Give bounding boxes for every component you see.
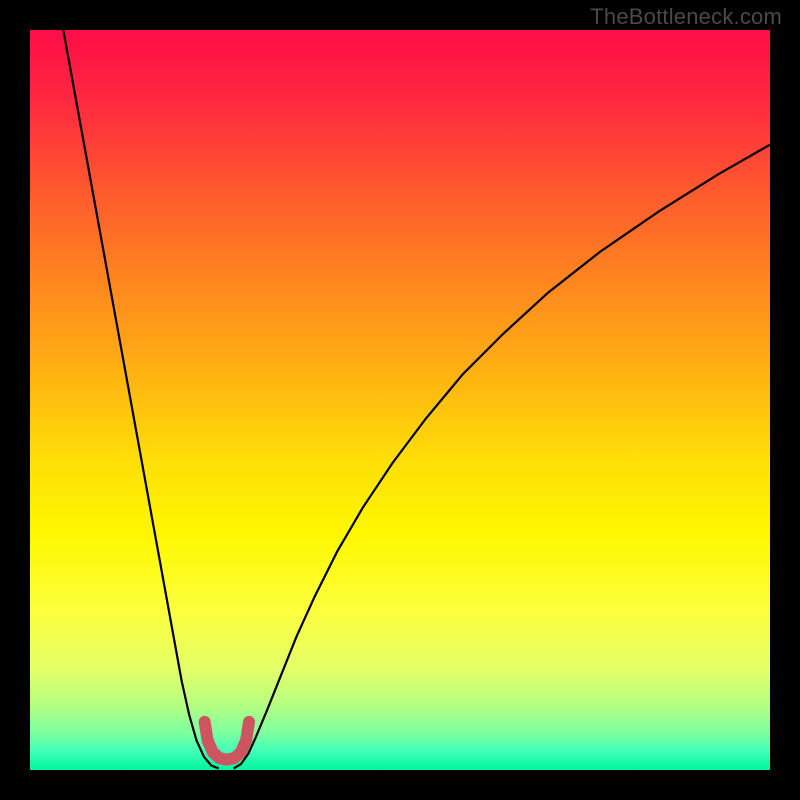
chart-frame: TheBottleneck.com xyxy=(0,0,800,800)
watermark-text: TheBottleneck.com xyxy=(590,4,782,30)
gradient-background xyxy=(30,30,770,770)
plot-area xyxy=(30,30,770,770)
